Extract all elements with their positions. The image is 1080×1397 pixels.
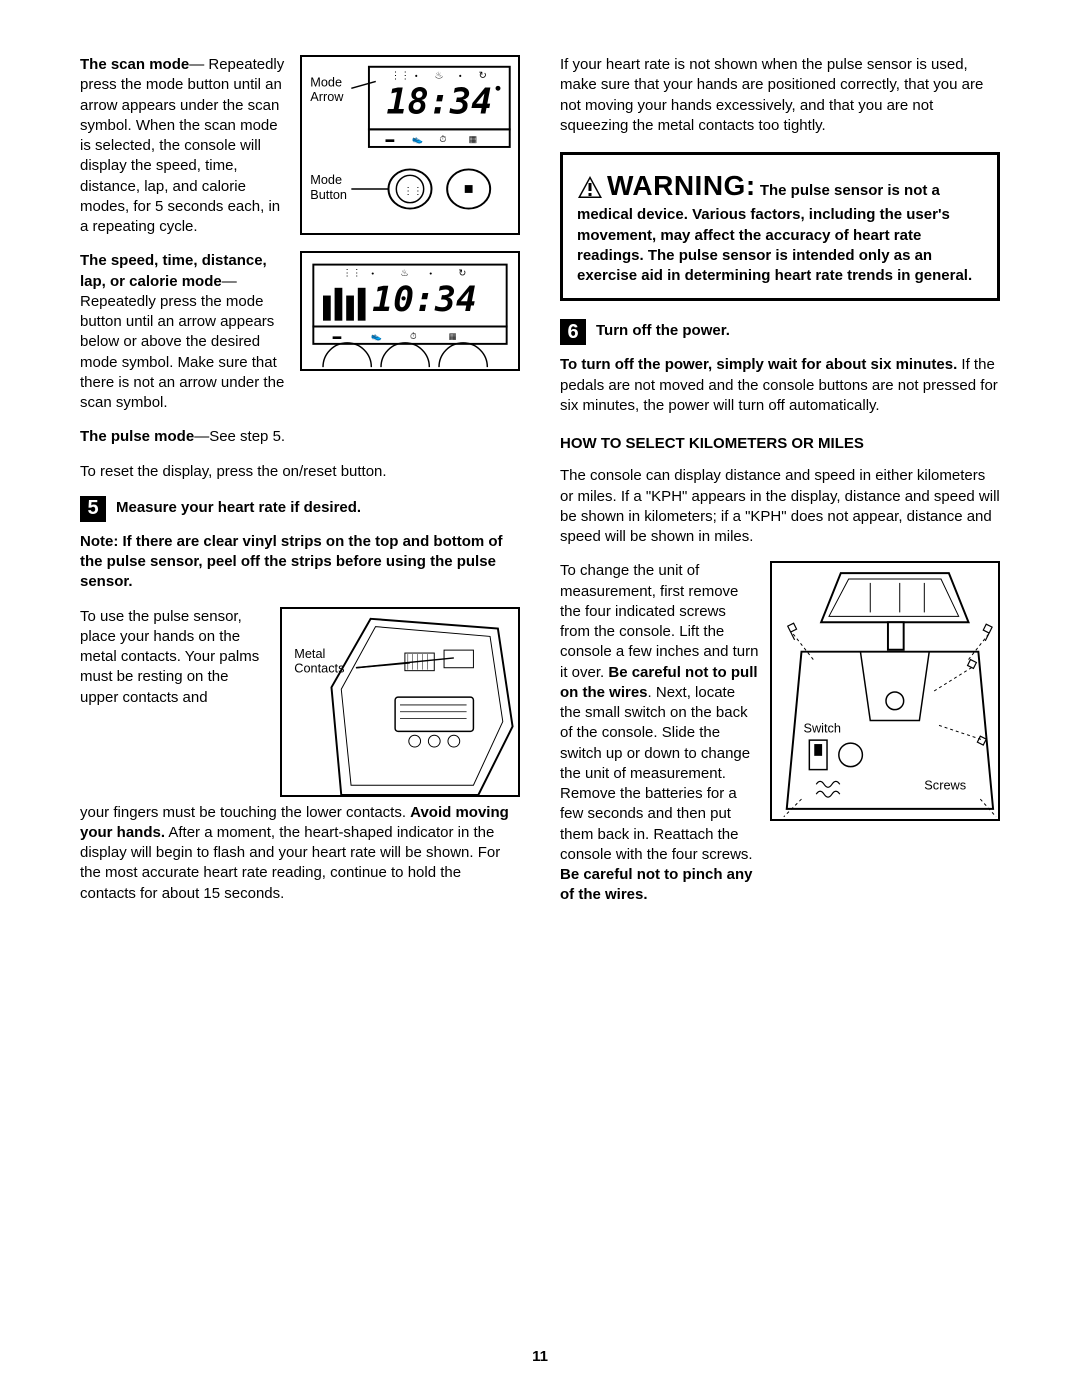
figure-metal-contacts: Metal Contacts: [280, 607, 520, 797]
speed-mode-body: Repeatedly press the mode button until a…: [80, 293, 284, 411]
svg-text:▦: ▦: [469, 134, 477, 144]
step-5-use-rest: your fingers must be touching the lower …: [80, 803, 520, 904]
right-column: If your heart rate is not shown when the…: [560, 55, 1000, 920]
label-mode-button: Mode: [310, 172, 342, 187]
label-mode-arrow: Mode: [310, 74, 342, 89]
speed-mode-text: The speed, time, distance, lap, or calor…: [80, 251, 290, 413]
step-6-bold: To turn off the power, simply wait for a…: [560, 356, 957, 373]
svg-text:Contacts: Contacts: [294, 660, 344, 675]
warning-icon: [577, 175, 603, 205]
svg-text:Button: Button: [310, 187, 347, 202]
pulse-mode-text: The pulse mode—See step 5.: [80, 427, 520, 447]
svg-text:⋮⋮: ⋮⋮: [390, 71, 410, 82]
svg-text:▬: ▬: [333, 331, 342, 341]
km-change-text: To change the unit of measurement, first…: [560, 561, 760, 905]
svg-text:👟: 👟: [412, 134, 423, 145]
svg-text:▬: ▬: [386, 134, 395, 144]
figure-scan-mode: 18:34 ⋮⋮ • ♨ • ↻ ▬ 👟 ⏱ ▦ Mode Arrow: [300, 55, 520, 235]
step-5-note: Note: If there are clear vinyl strips on…: [80, 532, 520, 593]
svg-text:•: •: [429, 269, 432, 278]
left-column: 18:34 ⋮⋮ • ♨ • ↻ ▬ 👟 ⏱ ▦ Mode Arrow: [80, 55, 520, 920]
label-switch: Switch: [803, 721, 841, 736]
page-columns: 18:34 ⋮⋮ • ♨ • ↻ ▬ 👟 ⏱ ▦ Mode Arrow: [80, 55, 1000, 920]
svg-text:👟: 👟: [371, 331, 382, 342]
svg-text:▦: ▦: [449, 331, 457, 341]
label-screws: Screws: [924, 778, 966, 793]
display-time: 18:34: [386, 82, 492, 123]
step-number-5: 5: [80, 496, 106, 522]
step-5-use-intro: To use the pulse sensor, place your hand…: [80, 607, 270, 708]
svg-text:⏱: ⏱: [439, 134, 446, 144]
svg-text:↻: ↻: [478, 71, 486, 82]
step-5: 5 Measure your heart rate if desired.: [80, 496, 520, 522]
figure-speed-mode: 10:34 ⋮⋮ • ♨ • ↻ ▬ 👟 ⏱ ▦: [300, 251, 520, 371]
km-bold-2: Be careful not to pinch any of the wires…: [560, 866, 753, 903]
svg-text:⋮⋮: ⋮⋮: [342, 268, 361, 279]
svg-text:•: •: [459, 72, 462, 81]
svg-text:•: •: [371, 269, 374, 278]
display-time-2: 10:34: [372, 280, 477, 320]
step-6-title: Turn off the power.: [596, 319, 1000, 341]
scan-mode-text: The scan mode— Repeatedly press the mode…: [80, 55, 290, 237]
warning-heading: WARNING:: [607, 170, 756, 201]
section-heading-km: HOW TO SELECT KILOMETERS OR MILES: [560, 434, 1000, 454]
label-metal: Metal: [294, 645, 325, 660]
step-6: 6 Turn off the power.: [560, 319, 1000, 345]
step-number-6: 6: [560, 319, 586, 345]
figure-console-back: Switch: [770, 561, 1000, 821]
page-number: 11: [0, 1347, 1080, 1367]
km-intro: The console can display distance and spe…: [560, 466, 1000, 547]
scan-mode-body: Repeatedly press the mode button until a…: [80, 56, 284, 235]
warning-box: WARNING: The pulse sensor is not a medic…: [560, 152, 1000, 301]
reset-text: To reset the display, press the on/reset…: [80, 462, 520, 482]
heart-rate-not-shown: If your heart rate is not shown when the…: [560, 55, 1000, 136]
svg-text:Arrow: Arrow: [310, 89, 344, 104]
svg-text:⋮⋮: ⋮⋮: [403, 186, 423, 197]
step-5-title: Measure your heart rate if desired.: [116, 496, 520, 518]
svg-text:⏱: ⏱: [410, 331, 417, 341]
svg-text:↻: ↻: [458, 268, 466, 279]
pulse-mode-heading: The pulse mode: [80, 428, 194, 445]
svg-text:♨: ♨: [400, 268, 409, 279]
svg-text:•: •: [415, 72, 418, 81]
step-6-body: To turn off the power, simply wait for a…: [560, 355, 1000, 416]
scan-mode-heading: The scan mode: [80, 56, 189, 73]
speed-mode-heading: The speed, time, distance, lap, or calor…: [80, 252, 267, 289]
svg-text:♨: ♨: [434, 71, 443, 82]
